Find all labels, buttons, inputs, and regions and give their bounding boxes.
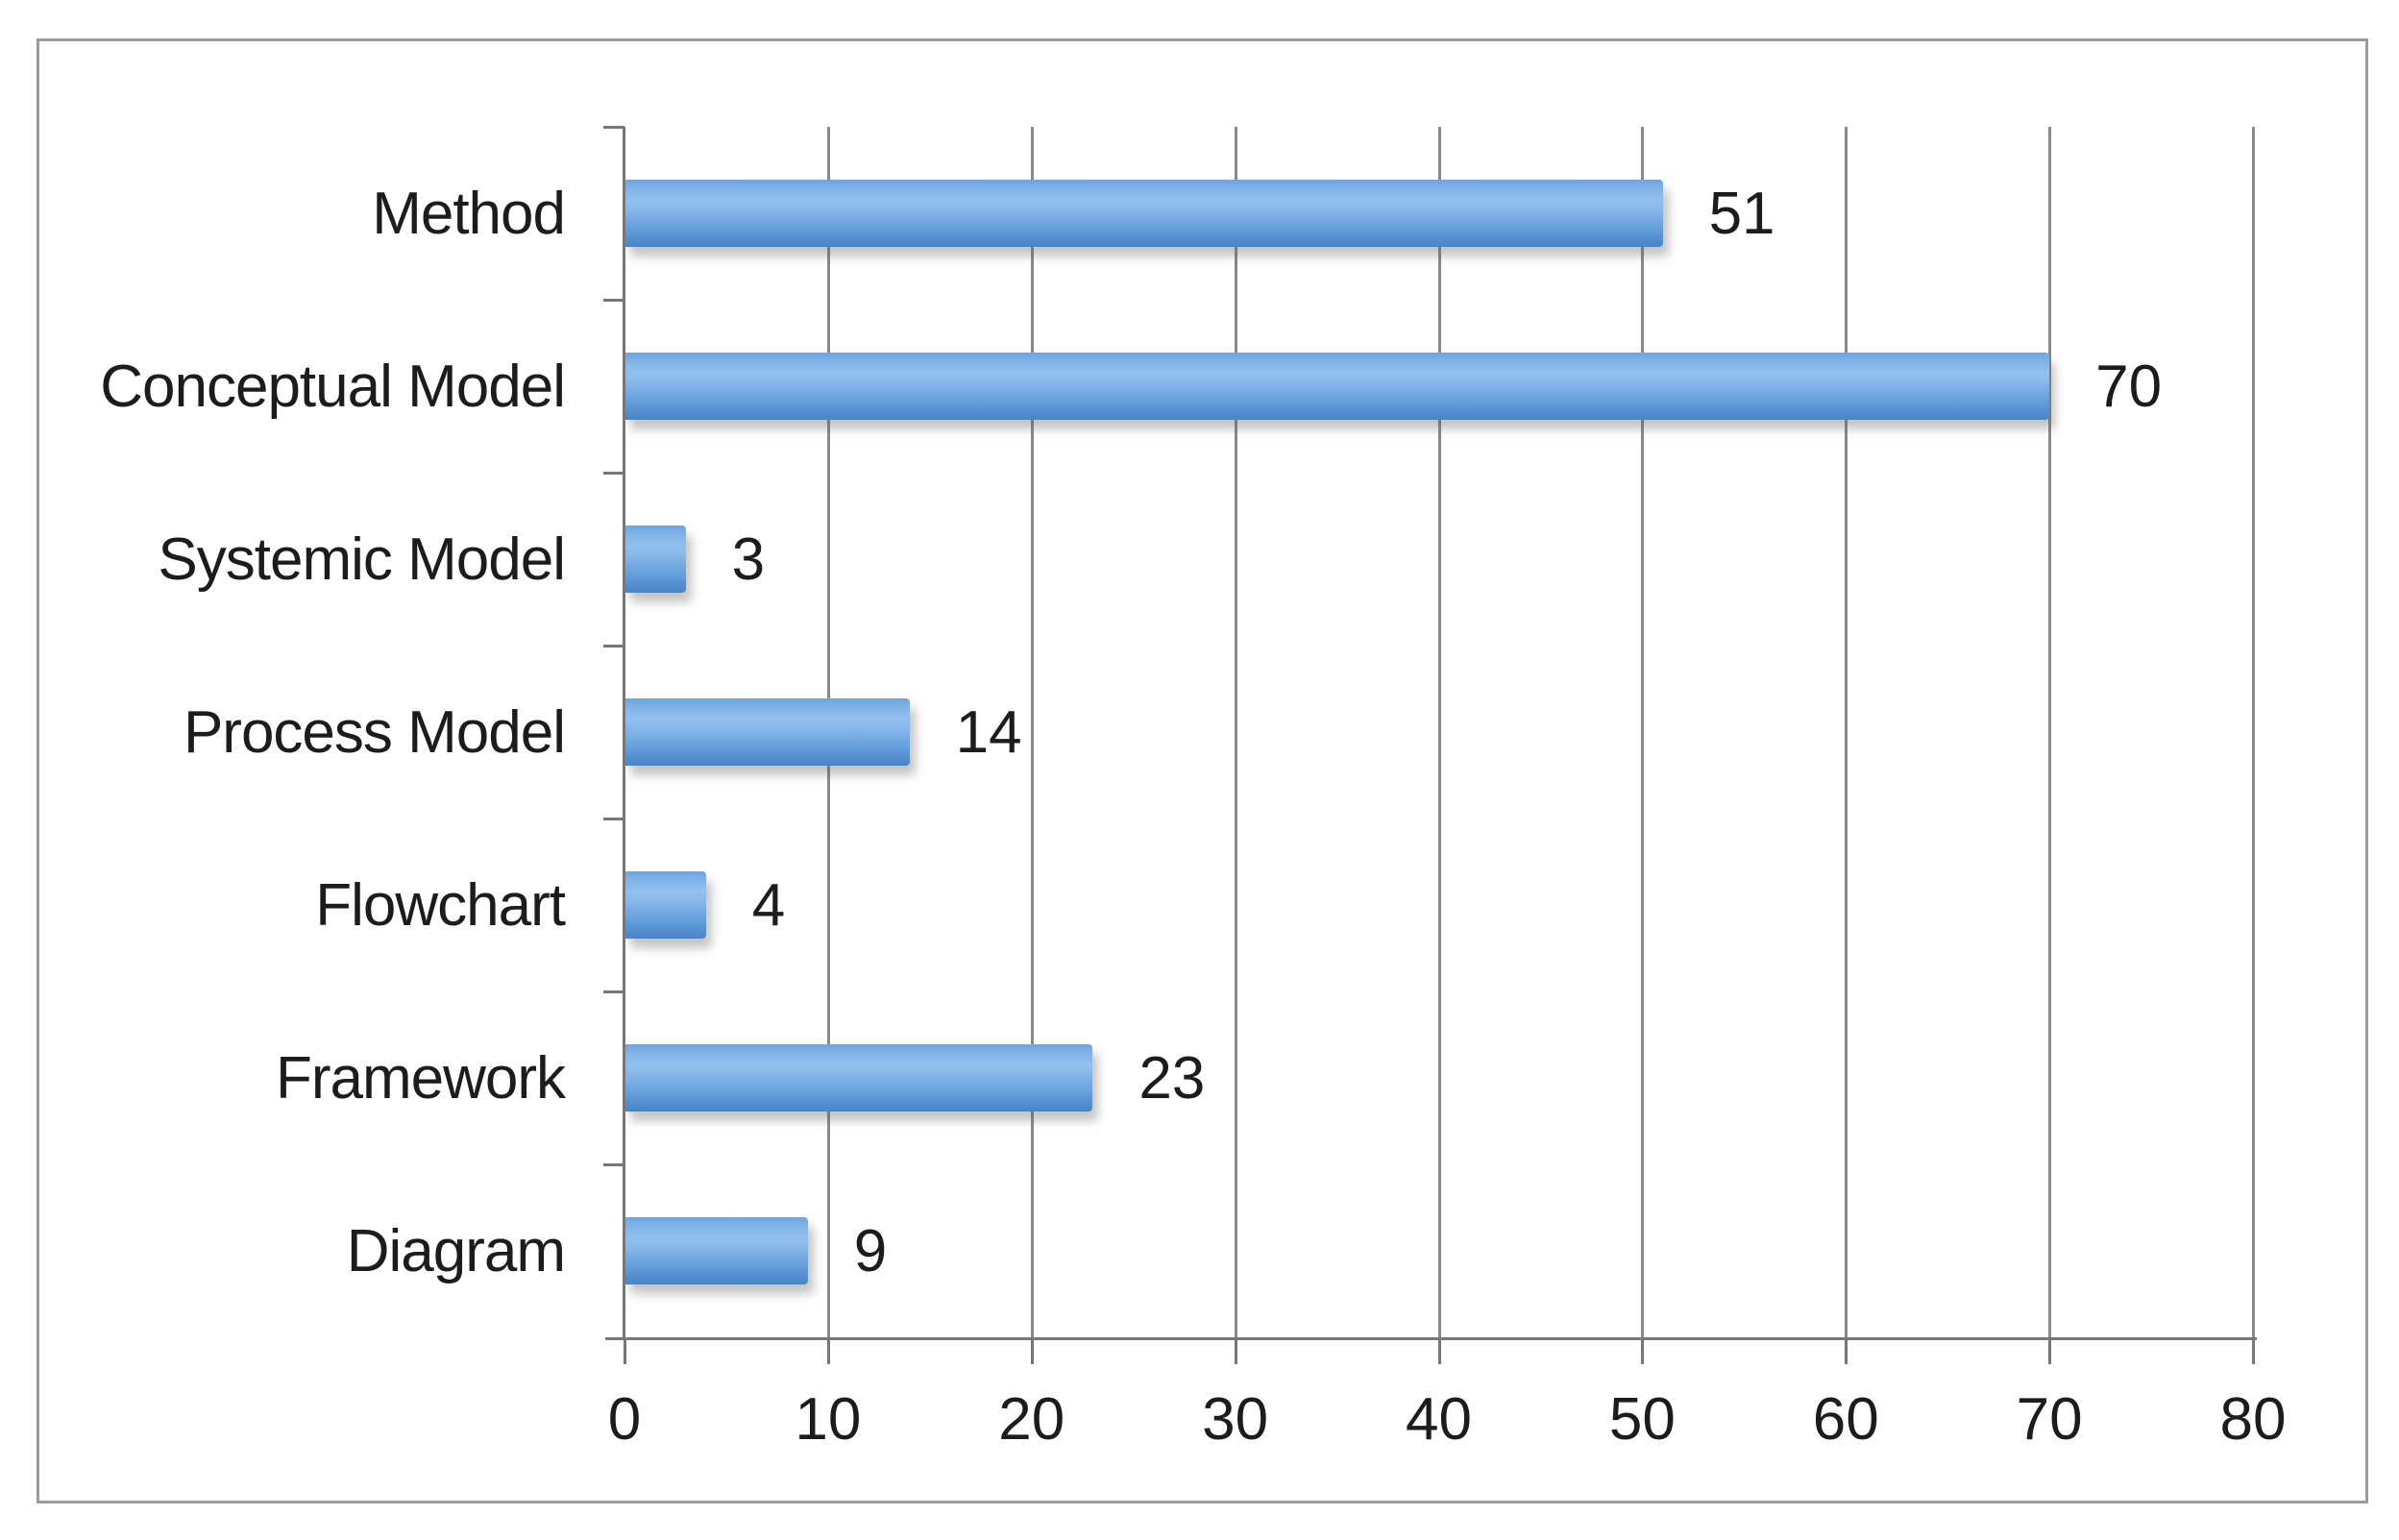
category-label: Method: [372, 180, 566, 247]
category-axis-tick: [603, 1163, 624, 1166]
bar: [624, 526, 686, 593]
x-tick-label: 30: [1202, 1386, 1269, 1453]
x-axis-tick: [1030, 1337, 1034, 1364]
category-label: Conceptual Model: [100, 353, 566, 420]
gridline: [2252, 127, 2255, 1337]
category-axis-tick: [603, 472, 624, 475]
gridline: [2048, 127, 2052, 1337]
gridline: [1030, 127, 1034, 1337]
bar-value-label: 51: [1708, 180, 1775, 247]
x-tick-label: 20: [998, 1386, 1065, 1453]
bar-value-label: 4: [751, 871, 786, 939]
x-tick-label: 10: [795, 1386, 862, 1453]
x-axis-tick: [1437, 1337, 1441, 1364]
bar: [624, 1217, 808, 1284]
x-axis-tick: [624, 1337, 626, 1364]
bar: [624, 353, 2050, 420]
category-label: Framework: [275, 1044, 566, 1112]
x-tick-label: 40: [1406, 1386, 1472, 1453]
bar-value-label: 70: [2095, 353, 2163, 420]
x-axis-line: [605, 1337, 2257, 1340]
chart-frame: [37, 38, 2368, 1503]
x-tick-label: 70: [2016, 1386, 2083, 1453]
category-axis-tick: [603, 299, 624, 302]
x-axis-tick: [826, 1337, 830, 1364]
bar-value-label: 23: [1138, 1044, 1206, 1112]
category-label: Process Model: [183, 698, 566, 766]
x-axis-tick: [1234, 1337, 1237, 1364]
x-tick-label: 0: [607, 1386, 642, 1453]
category-axis-tick: [603, 645, 624, 648]
bar-value-label: 14: [955, 698, 1022, 766]
category-axis-tick: [603, 990, 624, 993]
gridline: [1437, 127, 1441, 1337]
x-axis-tick: [1641, 1337, 1645, 1364]
category-axis-tick: [603, 818, 624, 820]
gridline: [1845, 127, 1848, 1337]
bar: [624, 180, 1663, 247]
bar-value-label: 9: [853, 1217, 888, 1284]
x-axis-tick: [2252, 1337, 2255, 1364]
gridline: [1234, 127, 1237, 1337]
x-axis-tick: [1845, 1337, 1848, 1364]
category-label: Systemic Model: [158, 526, 566, 593]
bar: [624, 1044, 1093, 1112]
gridline: [1641, 127, 1645, 1337]
x-axis-tick: [2048, 1337, 2052, 1364]
category-axis-tick: [603, 126, 624, 129]
x-tick-label: 80: [2219, 1386, 2287, 1453]
category-label: Diagram: [346, 1217, 566, 1284]
bar: [624, 698, 910, 766]
y-axis-line: [623, 127, 625, 1340]
x-tick-label: 50: [1608, 1386, 1676, 1453]
category-label: Flowchart: [315, 871, 566, 939]
bar: [624, 871, 706, 939]
x-tick-label: 60: [1812, 1386, 1879, 1453]
bar-value-label: 3: [731, 526, 766, 593]
